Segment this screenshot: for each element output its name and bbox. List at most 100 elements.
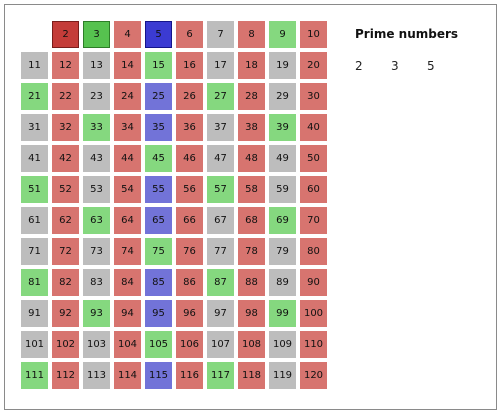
number-cell-12[interactable]: 12 [52,52,79,79]
number-cell-41[interactable]: 41 [21,145,48,172]
number-cell-77[interactable]: 77 [207,238,234,265]
number-cell-120[interactable]: 120 [300,362,327,389]
number-cell-53[interactable]: 53 [83,176,110,203]
number-cell-108[interactable]: 108 [238,331,265,358]
number-cell-116[interactable]: 116 [176,362,203,389]
number-cell-16[interactable]: 16 [176,52,203,79]
number-cell-83[interactable]: 83 [83,269,110,296]
number-cell-85[interactable]: 85 [145,269,172,296]
number-cell-10[interactable]: 10 [300,21,327,48]
number-cell-82[interactable]: 82 [52,269,79,296]
number-cell-105[interactable]: 105 [145,331,172,358]
number-cell-103[interactable]: 103 [83,331,110,358]
number-cell-69[interactable]: 69 [269,207,296,234]
number-cell-26[interactable]: 26 [176,83,203,110]
number-cell-111[interactable]: 111 [21,362,48,389]
number-cell-68[interactable]: 68 [238,207,265,234]
number-cell-23[interactable]: 23 [83,83,110,110]
number-cell-79[interactable]: 79 [269,238,296,265]
number-cell-38[interactable]: 38 [238,114,265,141]
number-cell-107[interactable]: 107 [207,331,234,358]
number-cell-61[interactable]: 61 [21,207,48,234]
number-cell-106[interactable]: 106 [176,331,203,358]
number-cell-21[interactable]: 21 [21,83,48,110]
number-cell-46[interactable]: 46 [176,145,203,172]
number-cell-60[interactable]: 60 [300,176,327,203]
number-cell-95[interactable]: 95 [145,300,172,327]
number-cell-63[interactable]: 63 [83,207,110,234]
number-cell-59[interactable]: 59 [269,176,296,203]
number-cell-91[interactable]: 91 [21,300,48,327]
number-cell-3[interactable]: 3 [83,21,110,48]
number-cell-72[interactable]: 72 [52,238,79,265]
number-cell-80[interactable]: 80 [300,238,327,265]
number-cell-34[interactable]: 34 [114,114,141,141]
number-cell-58[interactable]: 58 [238,176,265,203]
number-cell-4[interactable]: 4 [114,21,141,48]
number-cell-110[interactable]: 110 [300,331,327,358]
number-cell-13[interactable]: 13 [83,52,110,79]
number-cell-9[interactable]: 9 [269,21,296,48]
number-cell-100[interactable]: 100 [300,300,327,327]
number-cell-17[interactable]: 17 [207,52,234,79]
number-cell-25[interactable]: 25 [145,83,172,110]
number-cell-7[interactable]: 7 [207,21,234,48]
number-cell-42[interactable]: 42 [52,145,79,172]
number-cell-87[interactable]: 87 [207,269,234,296]
number-cell-84[interactable]: 84 [114,269,141,296]
number-cell-104[interactable]: 104 [114,331,141,358]
number-cell-2[interactable]: 2 [52,21,79,48]
number-cell-64[interactable]: 64 [114,207,141,234]
number-cell-57[interactable]: 57 [207,176,234,203]
number-cell-98[interactable]: 98 [238,300,265,327]
number-cell-109[interactable]: 109 [269,331,296,358]
number-cell-117[interactable]: 117 [207,362,234,389]
number-cell-22[interactable]: 22 [52,83,79,110]
number-cell-97[interactable]: 97 [207,300,234,327]
number-cell-99[interactable]: 99 [269,300,296,327]
number-cell-86[interactable]: 86 [176,269,203,296]
number-cell-62[interactable]: 62 [52,207,79,234]
number-cell-78[interactable]: 78 [238,238,265,265]
number-cell-27[interactable]: 27 [207,83,234,110]
number-cell-31[interactable]: 31 [21,114,48,141]
number-cell-112[interactable]: 112 [52,362,79,389]
number-cell-94[interactable]: 94 [114,300,141,327]
number-cell-67[interactable]: 67 [207,207,234,234]
number-cell-6[interactable]: 6 [176,21,203,48]
number-cell-50[interactable]: 50 [300,145,327,172]
number-cell-32[interactable]: 32 [52,114,79,141]
number-cell-15[interactable]: 15 [145,52,172,79]
number-cell-96[interactable]: 96 [176,300,203,327]
number-cell-40[interactable]: 40 [300,114,327,141]
number-cell-70[interactable]: 70 [300,207,327,234]
number-cell-75[interactable]: 75 [145,238,172,265]
number-cell-11[interactable]: 11 [21,52,48,79]
number-cell-36[interactable]: 36 [176,114,203,141]
number-cell-73[interactable]: 73 [83,238,110,265]
number-cell-66[interactable]: 66 [176,207,203,234]
number-cell-90[interactable]: 90 [300,269,327,296]
number-cell-35[interactable]: 35 [145,114,172,141]
number-cell-39[interactable]: 39 [269,114,296,141]
number-cell-28[interactable]: 28 [238,83,265,110]
number-cell-44[interactable]: 44 [114,145,141,172]
number-cell-8[interactable]: 8 [238,21,265,48]
number-cell-49[interactable]: 49 [269,145,296,172]
number-cell-33[interactable]: 33 [83,114,110,141]
number-cell-51[interactable]: 51 [21,176,48,203]
number-cell-81[interactable]: 81 [21,269,48,296]
number-cell-37[interactable]: 37 [207,114,234,141]
number-cell-45[interactable]: 45 [145,145,172,172]
number-cell-76[interactable]: 76 [176,238,203,265]
number-cell-119[interactable]: 119 [269,362,296,389]
number-cell-14[interactable]: 14 [114,52,141,79]
number-cell-52[interactable]: 52 [52,176,79,203]
number-cell-113[interactable]: 113 [83,362,110,389]
number-cell-55[interactable]: 55 [145,176,172,203]
number-cell-19[interactable]: 19 [269,52,296,79]
number-cell-29[interactable]: 29 [269,83,296,110]
number-cell-88[interactable]: 88 [238,269,265,296]
number-cell-43[interactable]: 43 [83,145,110,172]
number-cell-118[interactable]: 118 [238,362,265,389]
